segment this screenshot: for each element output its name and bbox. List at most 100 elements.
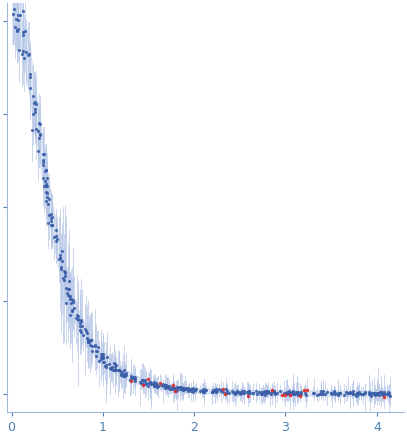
- Point: [147, 379, 153, 386]
- Point: [37, 132, 43, 139]
- Point: [85, 338, 92, 345]
- Point: [262, 391, 268, 398]
- Point: [373, 390, 380, 397]
- Point: [265, 387, 271, 394]
- Point: [381, 391, 388, 398]
- Point: [188, 387, 195, 394]
- Point: [185, 388, 192, 395]
- Point: [97, 350, 104, 357]
- Point: [385, 390, 392, 397]
- Point: [226, 390, 232, 397]
- Point: [85, 336, 92, 343]
- Point: [146, 379, 153, 386]
- Point: [220, 385, 227, 392]
- Point: [17, 11, 23, 18]
- Point: [181, 385, 188, 392]
- Point: [156, 379, 163, 386]
- Point: [182, 385, 188, 392]
- Point: [260, 388, 266, 395]
- Point: [61, 273, 68, 280]
- Point: [88, 343, 95, 350]
- Point: [238, 390, 244, 397]
- Point: [57, 252, 63, 259]
- Point: [61, 268, 67, 275]
- Point: [265, 387, 271, 394]
- Point: [84, 329, 90, 336]
- Point: [381, 393, 387, 400]
- Point: [98, 356, 104, 363]
- Point: [171, 385, 177, 392]
- Point: [213, 388, 219, 395]
- Point: [336, 390, 343, 397]
- Point: [29, 126, 36, 133]
- Point: [289, 390, 296, 397]
- Point: [220, 388, 226, 395]
- Point: [69, 307, 75, 314]
- Point: [67, 296, 73, 303]
- Point: [153, 382, 160, 388]
- Point: [331, 390, 338, 397]
- Point: [160, 381, 166, 388]
- Point: [264, 389, 271, 396]
- Point: [239, 388, 245, 395]
- Point: [122, 371, 128, 378]
- Point: [37, 121, 43, 128]
- Point: [190, 388, 196, 395]
- Point: [356, 389, 362, 396]
- Point: [64, 286, 71, 293]
- Point: [293, 388, 300, 395]
- Point: [107, 364, 113, 371]
- Point: [162, 384, 168, 391]
- Point: [139, 377, 145, 384]
- Point: [318, 390, 324, 397]
- Point: [20, 31, 26, 38]
- Point: [153, 379, 159, 386]
- Point: [121, 373, 127, 380]
- Point: [112, 367, 118, 374]
- Point: [154, 383, 161, 390]
- Point: [123, 371, 129, 378]
- Point: [30, 110, 36, 117]
- Point: [147, 378, 153, 385]
- Point: [57, 254, 63, 261]
- Point: [286, 388, 293, 395]
- Point: [349, 391, 356, 398]
- Point: [254, 390, 260, 397]
- Point: [61, 269, 68, 276]
- Point: [223, 389, 229, 396]
- Point: [218, 387, 224, 394]
- Point: [353, 390, 360, 397]
- Point: [284, 390, 291, 397]
- Point: [103, 361, 109, 368]
- Point: [358, 390, 364, 397]
- Point: [378, 388, 385, 395]
- Point: [26, 74, 33, 81]
- Point: [118, 368, 125, 375]
- Point: [87, 342, 94, 349]
- Point: [147, 378, 153, 385]
- Point: [344, 389, 350, 396]
- Point: [14, 26, 20, 33]
- Point: [164, 383, 170, 390]
- Point: [371, 391, 377, 398]
- Point: [122, 372, 129, 379]
- Point: [189, 386, 196, 393]
- Point: [12, 24, 18, 31]
- Point: [230, 388, 236, 395]
- Point: [84, 335, 90, 342]
- Point: [328, 391, 335, 398]
- Point: [297, 391, 303, 398]
- Point: [323, 389, 330, 396]
- Point: [232, 390, 238, 397]
- Point: [371, 390, 377, 397]
- Point: [47, 214, 54, 221]
- Point: [43, 189, 49, 196]
- Point: [60, 274, 66, 281]
- Point: [217, 388, 224, 395]
- Point: [20, 7, 26, 14]
- Point: [65, 293, 72, 300]
- Point: [151, 382, 158, 389]
- Point: [316, 391, 323, 398]
- Point: [281, 390, 287, 397]
- Point: [77, 323, 83, 329]
